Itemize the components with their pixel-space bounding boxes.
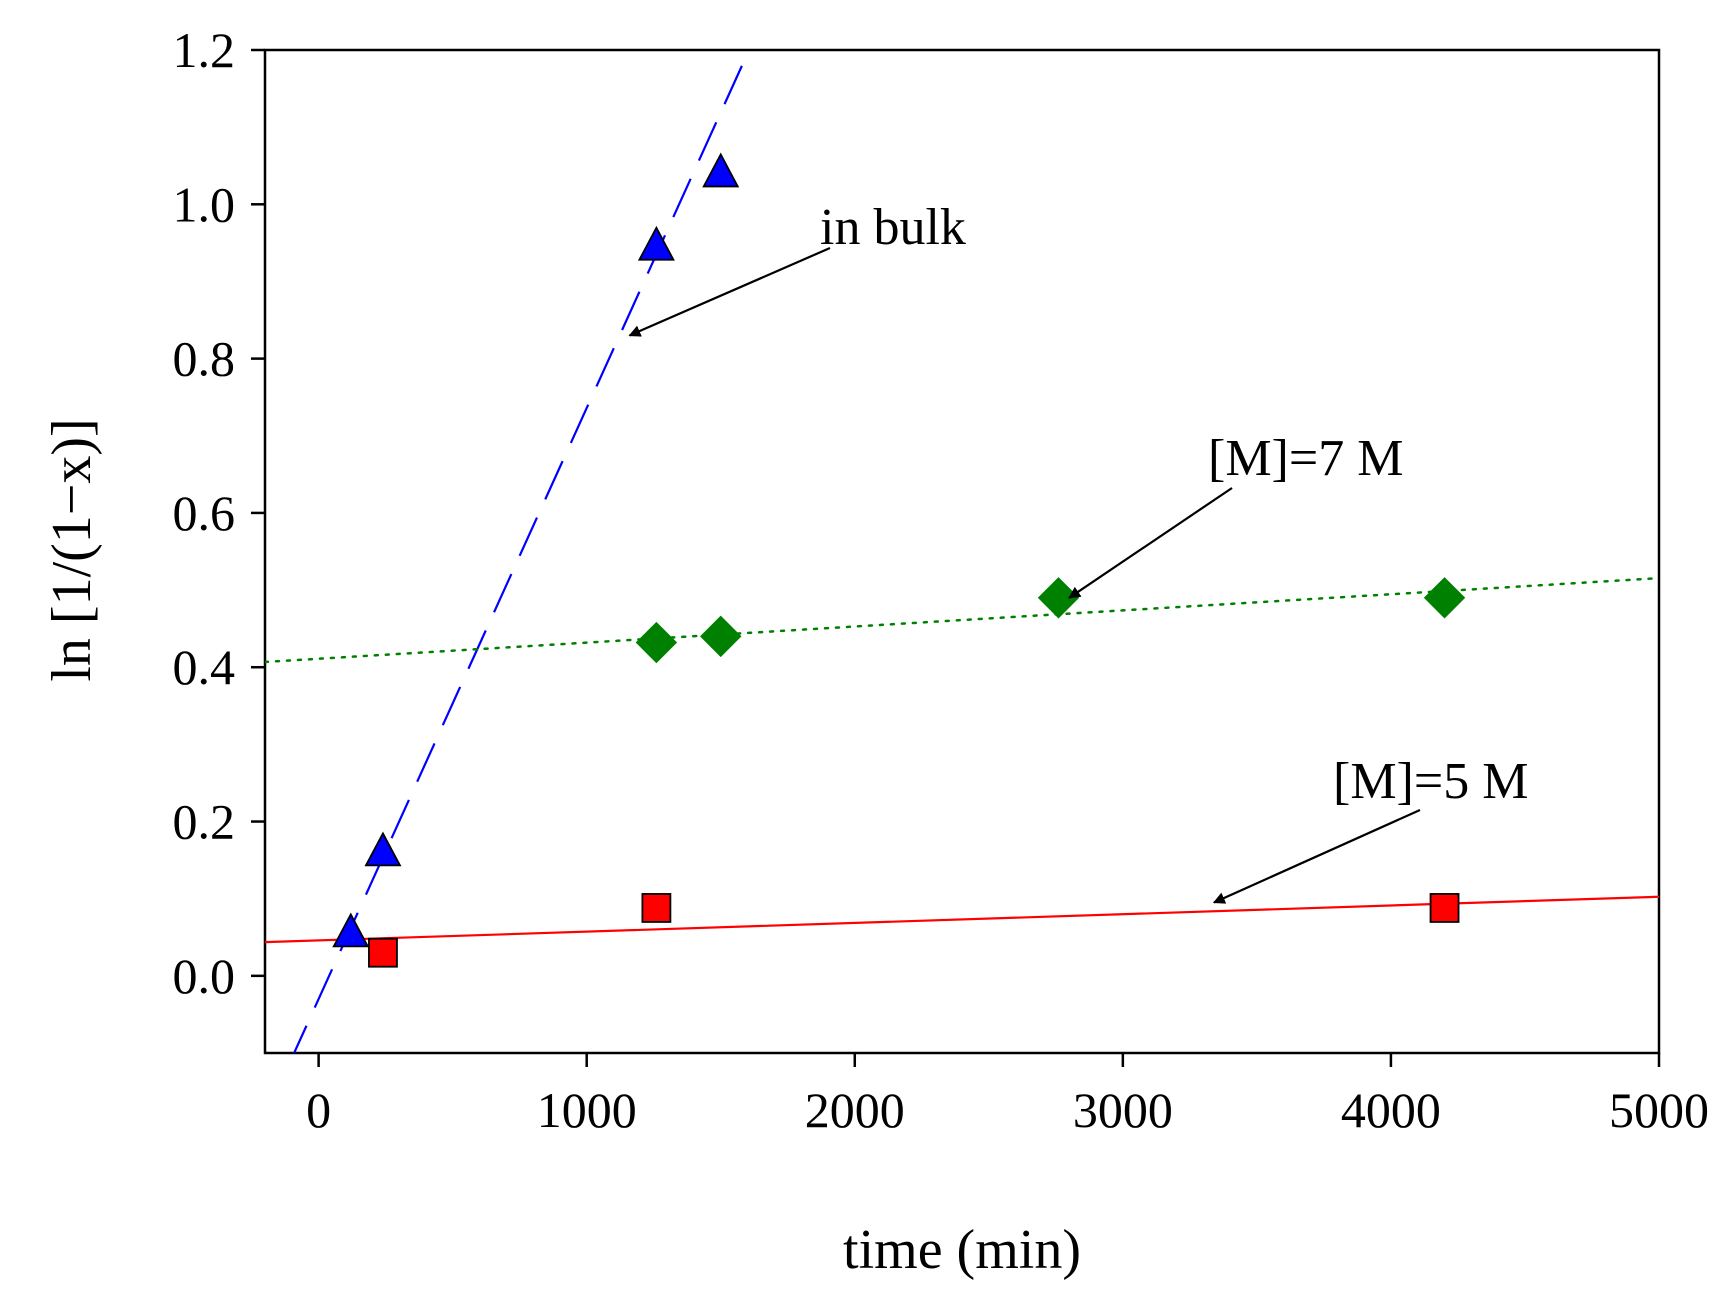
x-tick-label: 5000 bbox=[1609, 1082, 1709, 1138]
y-tick-label: 0.0 bbox=[173, 948, 236, 1004]
annotation-m7: [M]=7 M bbox=[1208, 430, 1403, 487]
data-point-square bbox=[368, 937, 398, 968]
x-axis-title: time (min) bbox=[843, 1219, 1081, 1281]
data-point-triangle bbox=[702, 152, 740, 188]
fit-line-triangle bbox=[292, 50, 751, 1053]
data-point-triangle bbox=[364, 831, 402, 867]
plot-frame bbox=[263, 48, 1661, 1055]
x-tick-label: 3000 bbox=[1073, 1082, 1173, 1138]
y-tick-label: 0.4 bbox=[173, 639, 236, 695]
x-tick-label: 0 bbox=[306, 1082, 331, 1138]
x-tick-label: 4000 bbox=[1341, 1082, 1441, 1138]
data-point-square bbox=[641, 893, 672, 923]
x-tick-label: 1000 bbox=[537, 1082, 637, 1138]
data-point-diamond bbox=[1423, 577, 1466, 619]
y-tick-label: 1.0 bbox=[173, 176, 236, 232]
data-point-square bbox=[1429, 893, 1460, 923]
data-point-triangle bbox=[637, 225, 675, 261]
data-point-triangle bbox=[332, 912, 370, 948]
fit-line-diamond bbox=[265, 576, 1659, 664]
data-point-diamond bbox=[700, 615, 742, 658]
data-point-diamond bbox=[1037, 577, 1080, 619]
y-tick-label: 0.2 bbox=[173, 794, 236, 850]
y-tick-label: 1.2 bbox=[173, 22, 236, 78]
y-axis-title: ln [1/(1−x)] bbox=[41, 418, 103, 681]
y-tick-label: 0.8 bbox=[173, 331, 236, 387]
annotation-m5: [M]=5 M bbox=[1333, 753, 1528, 810]
annotation-arrow bbox=[628, 246, 831, 337]
fit-line-square bbox=[265, 895, 1659, 944]
y-tick-label: 0.6 bbox=[173, 485, 236, 541]
data-point-diamond bbox=[635, 621, 678, 664]
annotation-in-bulk: in bulk bbox=[820, 199, 966, 256]
annotation-arrow bbox=[1068, 487, 1233, 599]
x-tick-label: 2000 bbox=[805, 1082, 905, 1138]
annotation-arrow bbox=[1212, 808, 1421, 904]
